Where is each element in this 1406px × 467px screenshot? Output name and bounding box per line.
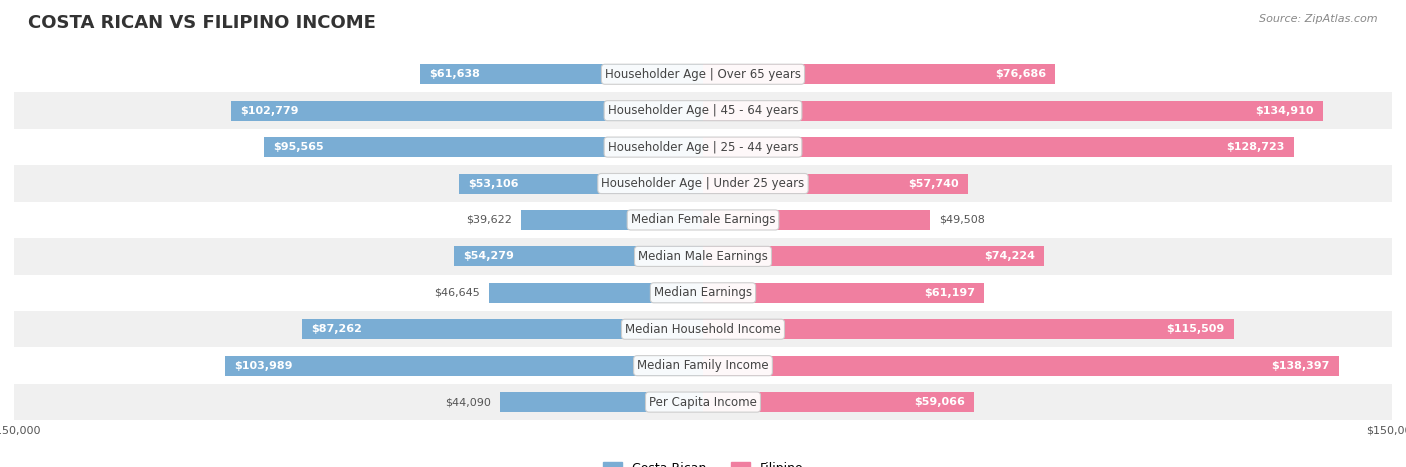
Bar <box>420 64 703 84</box>
Bar <box>14 165 1392 202</box>
Text: $76,686: $76,686 <box>995 69 1046 79</box>
Text: Householder Age | 25 - 44 years: Householder Age | 25 - 44 years <box>607 141 799 154</box>
Bar <box>14 238 1392 275</box>
Text: $39,622: $39,622 <box>465 215 512 225</box>
Text: COSTA RICAN VS FILIPINO INCOME: COSTA RICAN VS FILIPINO INCOME <box>28 14 375 32</box>
Text: Median Household Income: Median Household Income <box>626 323 780 336</box>
Text: $44,090: $44,090 <box>446 397 491 407</box>
Text: Median Female Earnings: Median Female Earnings <box>631 213 775 226</box>
Text: Source: ZipAtlas.com: Source: ZipAtlas.com <box>1260 14 1378 24</box>
Bar <box>14 275 1392 311</box>
Bar <box>703 174 969 193</box>
Text: Per Capita Income: Per Capita Income <box>650 396 756 409</box>
Text: $46,645: $46,645 <box>434 288 479 298</box>
Text: $95,565: $95,565 <box>273 142 323 152</box>
Text: Median Earnings: Median Earnings <box>654 286 752 299</box>
Bar <box>703 64 1056 84</box>
Text: Householder Age | 45 - 64 years: Householder Age | 45 - 64 years <box>607 104 799 117</box>
Text: $57,740: $57,740 <box>908 178 959 189</box>
Bar <box>703 356 1339 375</box>
Text: $103,989: $103,989 <box>235 361 292 371</box>
Text: $87,262: $87,262 <box>311 324 363 334</box>
Text: $49,508: $49,508 <box>939 215 986 225</box>
Bar <box>302 319 703 339</box>
Bar <box>703 101 1323 120</box>
Text: $115,509: $115,509 <box>1166 324 1225 334</box>
Bar <box>703 137 1294 157</box>
Text: $59,066: $59,066 <box>914 397 965 407</box>
Bar <box>522 210 703 230</box>
Bar <box>14 92 1392 129</box>
Text: Householder Age | Over 65 years: Householder Age | Over 65 years <box>605 68 801 81</box>
Bar <box>703 319 1233 339</box>
Text: $54,279: $54,279 <box>463 251 513 262</box>
Text: $138,397: $138,397 <box>1271 361 1330 371</box>
Text: $61,638: $61,638 <box>429 69 479 79</box>
Bar <box>231 101 703 120</box>
Text: $134,910: $134,910 <box>1256 106 1313 116</box>
Bar <box>703 392 974 412</box>
Bar <box>264 137 703 157</box>
Bar <box>703 210 931 230</box>
Bar <box>14 56 1392 92</box>
Bar <box>14 384 1392 420</box>
Text: $128,723: $128,723 <box>1226 142 1285 152</box>
Text: $102,779: $102,779 <box>240 106 298 116</box>
Bar <box>14 311 1392 347</box>
Bar <box>14 202 1392 238</box>
Text: Median Male Earnings: Median Male Earnings <box>638 250 768 263</box>
Text: $61,197: $61,197 <box>924 288 974 298</box>
Bar <box>489 283 703 303</box>
Text: $74,224: $74,224 <box>984 251 1035 262</box>
Legend: Costa Rican, Filipino: Costa Rican, Filipino <box>598 457 808 467</box>
Bar <box>14 347 1392 384</box>
Bar <box>460 174 703 193</box>
Bar <box>703 283 984 303</box>
Text: Householder Age | Under 25 years: Householder Age | Under 25 years <box>602 177 804 190</box>
Text: Median Family Income: Median Family Income <box>637 359 769 372</box>
Bar <box>225 356 703 375</box>
Bar <box>14 129 1392 165</box>
Bar <box>454 247 703 266</box>
Bar <box>501 392 703 412</box>
Bar <box>703 247 1043 266</box>
Text: $53,106: $53,106 <box>468 178 519 189</box>
